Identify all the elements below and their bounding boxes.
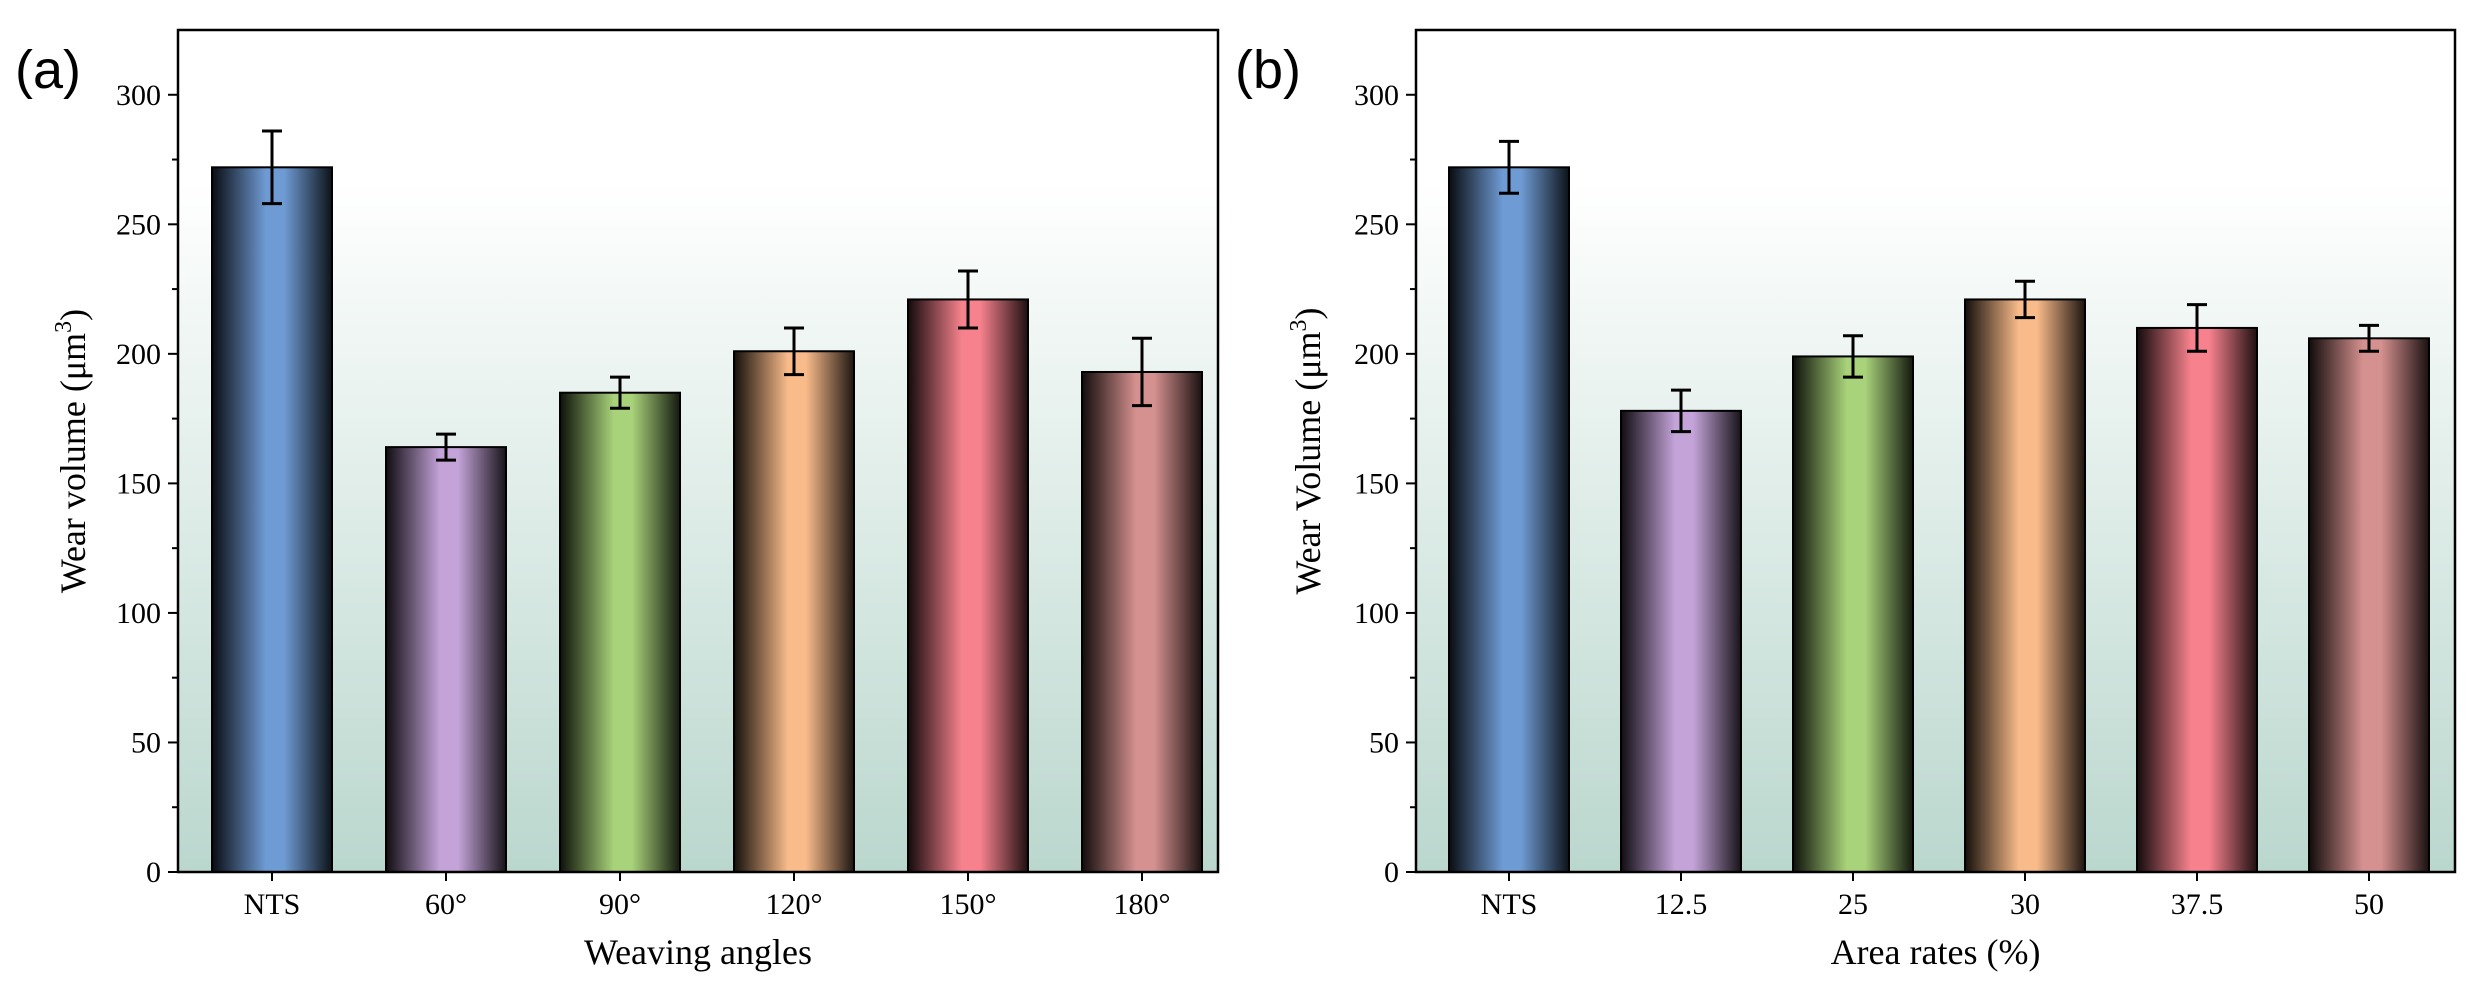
bar-0	[211, 166, 333, 873]
error-bar-2	[610, 375, 630, 410]
y-tick-label: 100	[1354, 597, 1399, 630]
y-tick-label: 200	[1354, 338, 1399, 371]
x-tick-label: NTS	[1481, 888, 1538, 921]
y-tick-label: 150	[116, 467, 161, 500]
error-bar-0	[262, 129, 282, 206]
bar-5	[1081, 370, 1203, 873]
bar-2	[1792, 355, 1914, 873]
y-tick-label: 50	[1369, 726, 1399, 759]
chart-panel-b: NTS 12.5 25 30 37.5 50 0 50 100 150 200 250 300 Area …	[1235, 28, 2457, 972]
bar-3	[1964, 298, 2086, 873]
error-bar-2	[1843, 334, 1863, 379]
x-tick-label: 25	[1838, 888, 1868, 921]
x-tick-label: 30	[2010, 888, 2040, 921]
error-bar-1	[436, 432, 456, 462]
error-bar-5	[1132, 336, 1152, 408]
panel-label: (b)	[1235, 40, 1301, 100]
x-axis-title: Area rates (%)	[1831, 932, 2041, 972]
error-bar-4	[2187, 303, 2207, 353]
y-tick-label: 50	[131, 726, 161, 759]
x-tick-label: 37.5	[2171, 888, 2224, 921]
y-axis-title: Wear Volume (μm3)	[1286, 307, 1328, 594]
y-tick-label: 100	[116, 597, 161, 630]
bar-0	[1448, 166, 1570, 873]
chart-panel-a: NTS 60° 90° 120° 150° 180° 0 50 100 150 200 250 300 W…	[15, 28, 1220, 972]
x-tick-label: 12.5	[1655, 888, 1708, 921]
bar-5	[2308, 337, 2430, 874]
plot-background	[1416, 30, 2455, 872]
error-bar-4	[958, 269, 978, 330]
y-tick-label: 250	[116, 208, 161, 241]
y-tick-label: 150	[1354, 467, 1399, 500]
bar-2	[559, 391, 681, 873]
bar-3	[733, 350, 855, 873]
plot-frame	[1414, 28, 2457, 874]
plot-frame	[176, 28, 1220, 874]
y-tick-label: 200	[116, 338, 161, 371]
x-tick-label: NTS	[244, 888, 301, 921]
bar-1	[385, 446, 507, 873]
x-tick-label: 60°	[425, 888, 467, 921]
plot-background	[178, 30, 1218, 872]
x-tick-label: 120°	[766, 888, 823, 921]
y-tick-label: 300	[1354, 79, 1399, 112]
error-bar-1	[1671, 388, 1691, 434]
bar-4	[907, 298, 1029, 873]
error-bar-3	[2015, 279, 2035, 320]
y-tick-label: 300	[116, 79, 161, 112]
y-tick-label: 0	[146, 856, 161, 889]
y-axis-title: Wear volume (μm3)	[51, 309, 93, 593]
panel-label: (a)	[15, 40, 81, 100]
x-tick-label: 180°	[1114, 888, 1171, 921]
y-tick-label: 250	[1354, 208, 1399, 241]
x-axis-title: Weaving angles	[584, 932, 812, 972]
x-tick-label: 90°	[599, 888, 641, 921]
y-tick-label: 0	[1384, 856, 1399, 889]
x-tick-label: 150°	[940, 888, 997, 921]
error-bar-3	[784, 326, 804, 377]
x-tick-label: 50	[2354, 888, 2384, 921]
bar-1	[1620, 409, 1742, 873]
error-bar-5	[2359, 323, 2379, 353]
bar-4	[2136, 326, 2258, 873]
error-bar-0	[1499, 139, 1519, 195]
